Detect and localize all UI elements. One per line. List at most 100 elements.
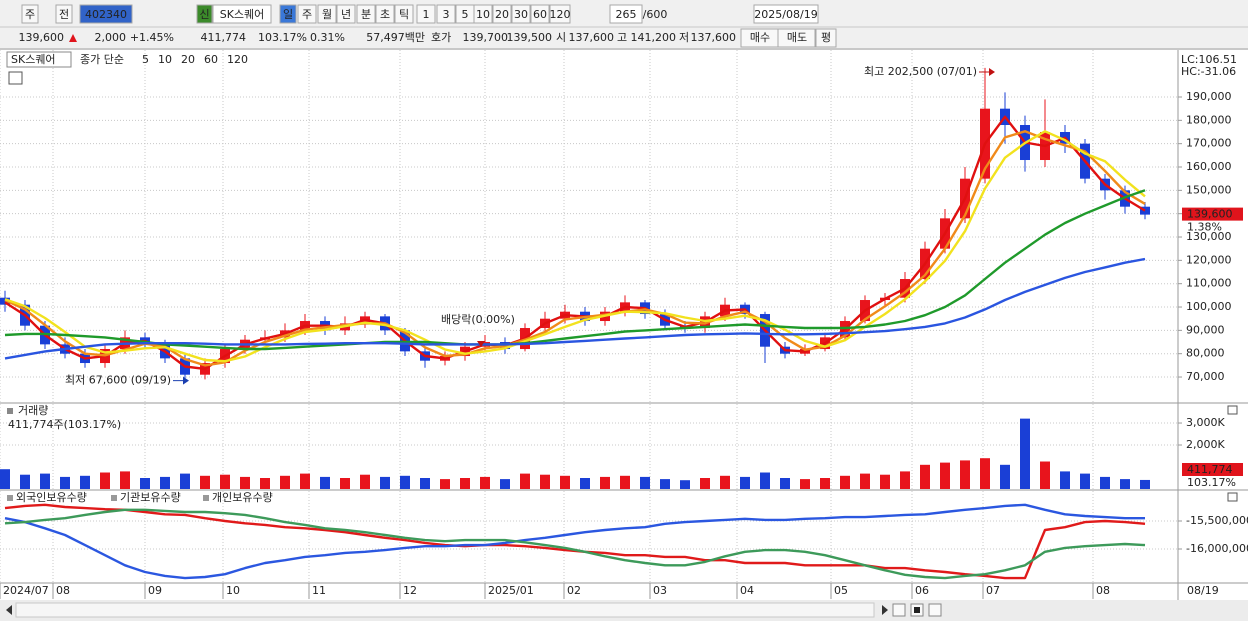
toolbar-button-label[interactable]: 매도 xyxy=(787,31,807,44)
toolbar-label[interactable]: 일 xyxy=(283,7,293,21)
toolbar-button[interactable] xyxy=(549,4,571,24)
volume-bar xyxy=(1120,479,1130,489)
panel-title: 거래량 xyxy=(18,404,48,417)
toolbar-button[interactable] xyxy=(777,28,816,48)
toolbar-label[interactable]: 신 xyxy=(199,8,209,21)
toolbar-button[interactable] xyxy=(356,4,376,24)
toolbar-button-label[interactable]: 매수 xyxy=(750,31,770,44)
toolbar-label[interactable]: /600 xyxy=(643,8,668,21)
toolbar-label[interactable]: 주 xyxy=(302,8,312,21)
toolbar-label[interactable]: 402340 xyxy=(85,8,127,21)
volume-bar xyxy=(920,464,930,489)
toolbar-label[interactable]: 분 xyxy=(361,8,371,21)
toolbar-button[interactable] xyxy=(436,4,456,24)
volume-bar xyxy=(620,475,630,489)
scroll-left[interactable] xyxy=(6,605,12,615)
btn-last[interactable] xyxy=(928,603,942,617)
toolbar-label[interactable]: 틱 xyxy=(399,8,409,21)
toolbar-label[interactable]: 전 xyxy=(59,8,69,21)
panel-close[interactable] xyxy=(1227,405,1238,415)
toolbar-label[interactable]: SK스퀘어 xyxy=(220,8,265,21)
quote-field: 139,700 xyxy=(463,31,509,44)
quote-field: +1.45% xyxy=(130,31,174,44)
table-icon[interactable] xyxy=(8,71,23,85)
scroll-right[interactable] xyxy=(882,605,888,615)
toolbar-button[interactable] xyxy=(212,4,272,24)
volume-bar xyxy=(660,479,670,489)
volume-bar xyxy=(380,476,390,489)
toolbar-button[interactable] xyxy=(530,4,550,24)
toolbar-label[interactable]: 20 xyxy=(495,8,509,21)
toolbar-button-label[interactable]: 평 xyxy=(821,31,831,44)
volume-bar xyxy=(1100,476,1110,489)
toolbar-button[interactable] xyxy=(473,4,493,24)
last-volume-label: 411,774 xyxy=(1187,463,1233,476)
toolbar-button[interactable] xyxy=(196,4,213,24)
last-price-label: 139,600 xyxy=(1187,208,1233,221)
series-line xyxy=(4,503,1145,580)
toolbar-button[interactable] xyxy=(815,28,837,48)
toolbar-label[interactable]: 년 xyxy=(341,8,351,21)
x-tick-label: 2025/01 xyxy=(488,584,534,597)
y-tick-label: 150,000 xyxy=(1186,183,1232,196)
toolbar-label[interactable]: 3 xyxy=(443,8,450,21)
last-volume-box xyxy=(1182,463,1243,476)
toolbar-label[interactable]: 2025/08/19 xyxy=(754,8,817,21)
annotation-low: 최저 67,600 (09/19) xyxy=(65,374,171,387)
right-label: HC:-31.06 xyxy=(1181,65,1236,78)
volume-bar xyxy=(320,476,330,489)
toolbar-button[interactable] xyxy=(753,4,819,24)
series-line xyxy=(4,130,1146,363)
volume-bar xyxy=(520,473,530,489)
scroll-track[interactable] xyxy=(15,602,875,618)
toolbar-label[interactable]: 초 xyxy=(380,8,390,21)
volume-bar xyxy=(680,480,690,489)
volume-bar xyxy=(0,469,10,489)
last-price-box xyxy=(1182,207,1243,221)
toolbar-button[interactable] xyxy=(609,4,643,24)
toolbar-label[interactable]: 10 xyxy=(476,8,490,21)
volume-bar xyxy=(760,472,770,489)
panel-subtitle: 411,774주(103.17%) xyxy=(8,418,121,431)
toolbar-label[interactable]: 5 xyxy=(462,8,469,21)
volume-bar xyxy=(20,474,30,489)
toolbar-button[interactable] xyxy=(336,4,356,24)
toolbar-button[interactable] xyxy=(394,4,414,24)
toolbar-label[interactable]: 월 xyxy=(322,8,332,21)
toolbar-button[interactable] xyxy=(55,4,73,24)
toolbar-label[interactable]: 30 xyxy=(514,8,528,21)
toolbar-label[interactable]: 265 xyxy=(616,8,637,21)
toolbar-button[interactable] xyxy=(511,4,531,24)
volume-bar xyxy=(260,478,270,489)
toolbar-button[interactable] xyxy=(416,4,436,24)
y-tick-label: 100,000 xyxy=(1186,300,1232,313)
volume-bar xyxy=(200,475,210,489)
stop-icon xyxy=(914,607,920,613)
panel-close[interactable] xyxy=(1227,492,1238,502)
legend-entry: 120 xyxy=(227,53,248,66)
volume-bar xyxy=(560,475,570,489)
panel-marker xyxy=(7,408,13,414)
series-line xyxy=(4,508,1146,580)
toolbar-label[interactable]: 1 xyxy=(423,8,430,21)
btn-first[interactable] xyxy=(892,603,906,617)
x-tick-label: 07 xyxy=(986,584,1000,597)
toolbar-button[interactable] xyxy=(375,4,395,24)
volume-bar xyxy=(360,474,370,489)
quote-field: 139,500 xyxy=(507,31,553,44)
toolbar-button[interactable] xyxy=(79,4,133,24)
toolbar-label[interactable]: 120 xyxy=(550,8,571,21)
candle-body xyxy=(1140,206,1150,215)
toolbar-button[interactable] xyxy=(21,4,39,24)
volume-bar xyxy=(440,479,450,489)
toolbar-label[interactable]: 60 xyxy=(533,8,547,21)
toolbar-button[interactable] xyxy=(279,4,297,24)
quote-field: 137,600 xyxy=(569,31,615,44)
toolbar-button[interactable] xyxy=(492,4,512,24)
toolbar-button[interactable] xyxy=(297,4,317,24)
toolbar-button[interactable] xyxy=(317,4,337,24)
annotation-high: 최고 202,500 (07/01) xyxy=(864,65,977,78)
toolbar-label[interactable]: 주 xyxy=(25,8,35,21)
legend-entry: 20 xyxy=(181,53,195,66)
y-tick-label: 170,000 xyxy=(1186,137,1232,150)
